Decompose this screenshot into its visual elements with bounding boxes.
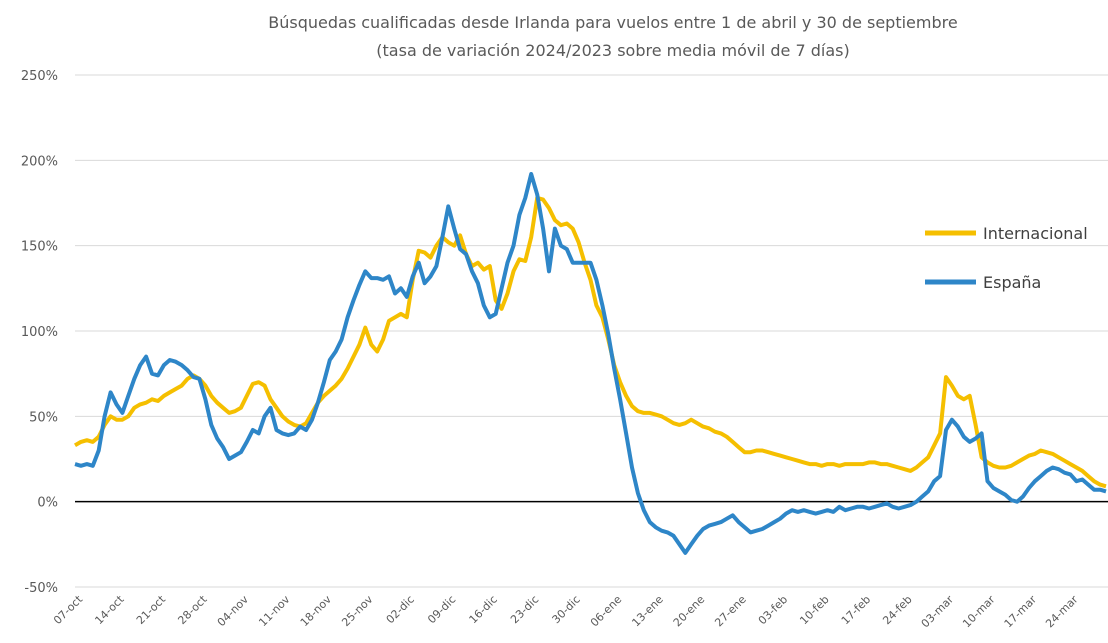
x-tick-label: 13-ene (629, 593, 666, 630)
x-tick-label: 17-feb (839, 593, 873, 627)
x-tick-label: 23-dic (508, 593, 541, 626)
x-tick-label: 06-ene (588, 593, 625, 630)
y-tick-label: 250% (21, 69, 58, 84)
x-tick-label: 07-oct (51, 592, 86, 627)
x-tick-label: 09-dic (425, 593, 458, 626)
chart-title: Búsquedas cualificadas desde Irlanda par… (268, 13, 957, 32)
x-tick-label: 02-dic (384, 593, 417, 626)
series-line (74, 195, 1107, 489)
x-tick-label: 20-ene (671, 593, 708, 630)
y-tick-label: 50% (29, 410, 58, 425)
x-tick-label: 10-feb (797, 593, 831, 627)
x-tick-label: 10-mar (960, 593, 998, 631)
x-tick-label: 24-feb (880, 593, 914, 627)
y-tick-label: 0% (37, 496, 58, 511)
y-tick-label: -50% (24, 581, 58, 596)
x-tick-label: 18-nov (298, 593, 335, 630)
x-tick-label: 25-nov (339, 593, 376, 630)
x-tick-label: 21-oct (134, 592, 169, 627)
x-tick-label: 14-oct (92, 592, 127, 627)
x-tick-label: 27-ene (712, 593, 749, 630)
x-tick-label: 16-dic (467, 593, 500, 626)
x-tick-label: 11-nov (256, 593, 293, 630)
y-tick-label: 100% (21, 325, 58, 340)
x-tick-label: 24-mar (1043, 593, 1081, 631)
y-tick-label: 150% (21, 240, 58, 255)
x-tick-label: 30-dic (550, 593, 583, 626)
chart-subtitle: (tasa de variación 2024/2023 sobre media… (376, 41, 849, 60)
legend-label: Internacional (983, 224, 1088, 243)
x-tick-label: 04-nov (215, 593, 252, 630)
series-line (74, 172, 1107, 555)
x-tick-label: 28-oct (175, 592, 210, 627)
x-tick-label: 03-mar (919, 593, 957, 631)
y-tick-label: 200% (21, 154, 58, 169)
legend-label: España (983, 273, 1041, 292)
x-tick-label: 03-feb (756, 593, 790, 627)
x-tick-label: 17-mar (1002, 593, 1040, 631)
